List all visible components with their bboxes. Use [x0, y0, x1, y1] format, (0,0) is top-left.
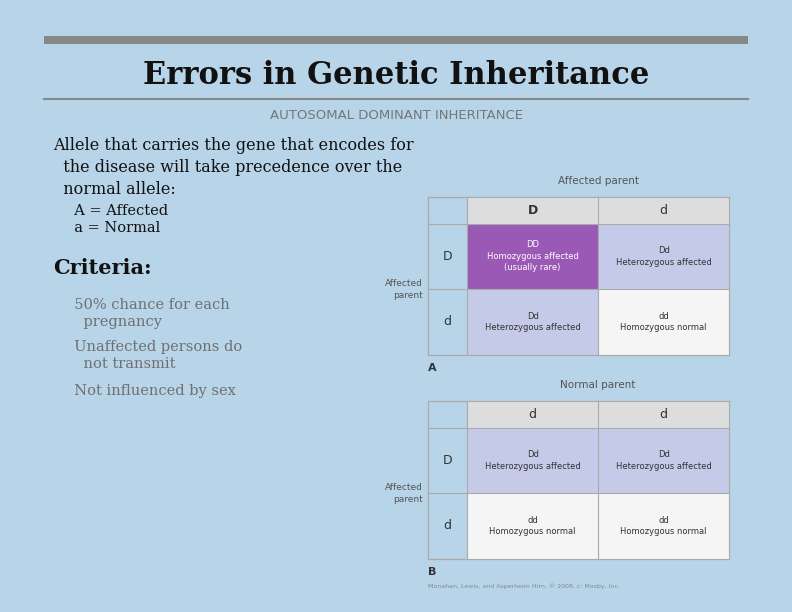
Text: DD
Homozygous affected
(usually rare): DD Homozygous affected (usually rare) [487, 241, 579, 272]
Text: Unaffected persons do: Unaffected persons do [65, 340, 242, 354]
Text: Dd
Heterozygous affected: Dd Heterozygous affected [485, 450, 581, 471]
Bar [467, 428, 598, 493]
Text: a = Normal: a = Normal [65, 222, 160, 235]
Text: Normal parent: Normal parent [561, 380, 636, 390]
Text: Dd
Heterozygous affected: Dd Heterozygous affected [616, 246, 711, 267]
Text: d: d [660, 408, 668, 421]
Bar [467, 401, 729, 428]
Bar [598, 289, 729, 355]
Text: D: D [443, 454, 452, 467]
Bar [467, 493, 598, 559]
Bar [44, 37, 748, 44]
Text: Monahan, Lewis, and Asperheim Hirn. © 2008, c: Mosby, Inc.: Monahan, Lewis, and Asperheim Hirn. © 20… [428, 583, 620, 589]
Text: Dd
Heterozygous affected: Dd Heterozygous affected [485, 312, 581, 332]
Text: Affected
parent: Affected parent [385, 483, 423, 504]
Text: normal allele:: normal allele: [53, 181, 176, 198]
Bar [598, 428, 729, 493]
Text: the disease will take precedence over the: the disease will take precedence over th… [53, 159, 402, 176]
Text: d: d [444, 520, 451, 532]
Text: Not influenced by sex: Not influenced by sex [65, 384, 235, 398]
Text: d: d [528, 408, 537, 421]
Text: A: A [428, 363, 436, 373]
Bar [598, 223, 729, 289]
Bar [467, 198, 729, 223]
Bar [467, 289, 598, 355]
Text: AUTOSOMAL DOMINANT INHERITANCE: AUTOSOMAL DOMINANT INHERITANCE [269, 110, 523, 122]
Text: not transmit: not transmit [65, 357, 175, 371]
Text: Allele that carries the gene that encodes for: Allele that carries the gene that encode… [53, 138, 414, 154]
Text: Affected parent: Affected parent [558, 176, 638, 186]
Text: d: d [444, 315, 451, 329]
Bar [428, 401, 729, 559]
Text: Criteria:: Criteria: [53, 258, 152, 278]
Text: dd
Homozygous normal: dd Homozygous normal [620, 312, 707, 332]
Text: dd
Homozygous normal: dd Homozygous normal [489, 516, 576, 536]
Bar [428, 198, 729, 355]
Bar [598, 493, 729, 559]
Text: B: B [428, 567, 436, 577]
Text: pregnancy: pregnancy [65, 315, 162, 329]
Text: D: D [527, 204, 538, 217]
Text: Dd
Heterozygous affected: Dd Heterozygous affected [616, 450, 711, 471]
Bar [467, 223, 598, 289]
Text: D: D [443, 250, 452, 263]
Text: Affected
parent: Affected parent [385, 278, 423, 299]
Text: d: d [660, 204, 668, 217]
Text: Errors in Genetic Inheritance: Errors in Genetic Inheritance [143, 60, 649, 91]
Text: dd
Homozygous normal: dd Homozygous normal [620, 516, 707, 536]
Text: 50% chance for each: 50% chance for each [65, 298, 230, 312]
Text: A = Affected: A = Affected [65, 204, 168, 217]
